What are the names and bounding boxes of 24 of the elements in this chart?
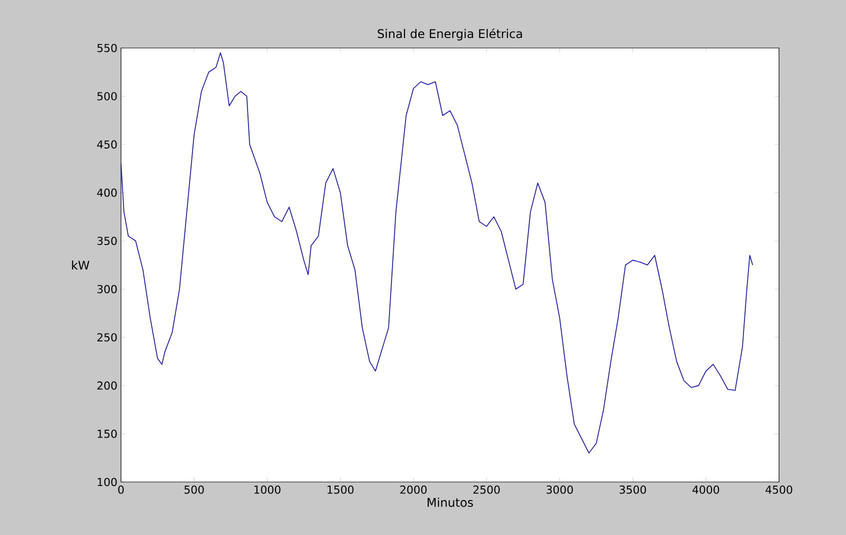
x-tick-label: 0 bbox=[118, 486, 124, 494]
y-tick-label: 450 bbox=[97, 140, 117, 149]
x-tick-label: 500 bbox=[184, 486, 204, 494]
x-tick-label: 2000 bbox=[400, 486, 427, 494]
line-series bbox=[121, 52, 754, 454]
x-tick-label: 1500 bbox=[328, 486, 354, 494]
y-tick-label: 350 bbox=[97, 236, 117, 246]
y-tick-label: 150 bbox=[98, 430, 117, 438]
y-tick-label: 550 bbox=[97, 44, 117, 52]
y-tick-label: 300 bbox=[97, 284, 117, 294]
x-tick-label: 4500 bbox=[766, 486, 792, 494]
chart-title: Sinal de Energia Elétrica bbox=[378, 28, 522, 40]
x-tick-label: 1000 bbox=[254, 486, 280, 494]
y-tick-label: 100 bbox=[98, 478, 117, 486]
y-axis-title: kW bbox=[72, 260, 90, 270]
y-tick-label: 200 bbox=[97, 381, 117, 390]
x-tick-label: 3500 bbox=[620, 486, 646, 494]
x-tick-label: 2500 bbox=[473, 486, 500, 494]
x-axis-title: Minutos bbox=[428, 498, 473, 507]
x-tick-label: 4000 bbox=[692, 486, 720, 494]
x-tick-label: 3000 bbox=[546, 486, 573, 494]
y-tick-label: 250 bbox=[97, 333, 117, 342]
y-tick-label: 500 bbox=[97, 92, 117, 100]
y-tick-label: 400 bbox=[97, 188, 117, 197]
